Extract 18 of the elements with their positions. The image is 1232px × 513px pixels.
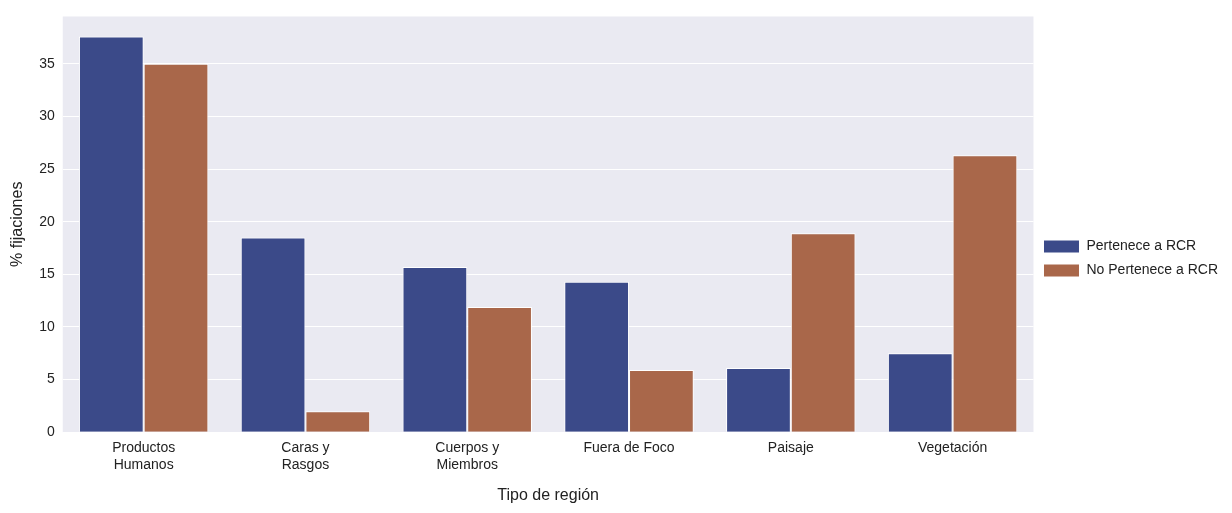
x-tick-label: Fuera de Foco xyxy=(583,439,675,456)
x-tick-label: Paisaje xyxy=(767,439,814,456)
y-tick-label: 35 xyxy=(39,54,55,71)
y-tick-label: 30 xyxy=(39,107,55,124)
x-tick-label: Vegetación xyxy=(917,439,988,456)
x-tick-label: Productos Humanos xyxy=(112,439,176,473)
y-tick-label: 0 xyxy=(46,423,55,440)
x-axis-title: Tipo de región xyxy=(497,485,599,503)
legend-label: Pertenece a RCR xyxy=(1086,237,1197,254)
x-tick-label: Cuerpos y Miembros xyxy=(435,439,500,473)
y-tick-label: 25 xyxy=(39,159,55,176)
y-tick-label: 10 xyxy=(39,317,55,334)
y-tick-label: 5 xyxy=(46,370,55,387)
y-axis-title: % fijaciones xyxy=(8,181,26,267)
y-tick-label: 15 xyxy=(39,265,55,282)
legend-label: No Pertenece a RCR xyxy=(1086,261,1219,278)
x-tick-label: Caras y Rasgos xyxy=(281,439,330,473)
y-tick-label: 20 xyxy=(39,212,55,229)
